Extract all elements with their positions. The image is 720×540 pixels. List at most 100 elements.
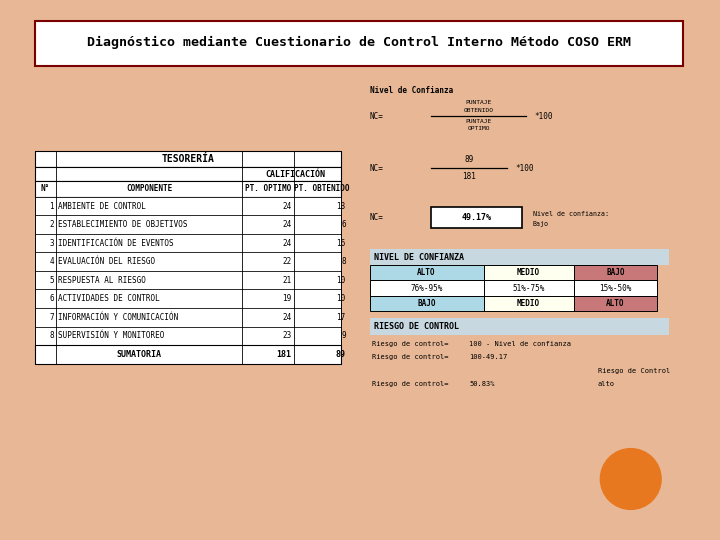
Text: 17: 17 bbox=[336, 313, 346, 322]
Text: PUNTAJE: PUNTAJE bbox=[466, 100, 492, 105]
Bar bbox=[35, 289, 341, 308]
Bar bbox=[35, 234, 341, 252]
Text: PUNTAJE: PUNTAJE bbox=[466, 119, 492, 124]
Text: 10: 10 bbox=[336, 276, 346, 285]
Text: SUMATORIA: SUMATORIA bbox=[116, 350, 161, 359]
Text: BAJO: BAJO bbox=[606, 268, 625, 278]
Text: 50.83%: 50.83% bbox=[469, 381, 495, 387]
Text: MEDIO: MEDIO bbox=[517, 268, 540, 278]
Text: INFORMACIÓN Y COMUNICACIÓN: INFORMACIÓN Y COMUNICACIÓN bbox=[58, 313, 178, 322]
Bar bbox=[35, 327, 341, 345]
Text: Nivel de Confianza: Nivel de Confianza bbox=[369, 86, 453, 94]
Bar bbox=[369, 249, 669, 265]
Text: 10: 10 bbox=[336, 294, 346, 303]
Bar bbox=[35, 197, 341, 215]
Text: 49.17%: 49.17% bbox=[462, 213, 491, 222]
Text: PT. OBTENIDO: PT. OBTENIDO bbox=[294, 184, 349, 193]
Text: CALIFICACIÓN: CALIFICACIÓN bbox=[266, 170, 325, 179]
Text: 24: 24 bbox=[282, 313, 292, 322]
Text: NC=: NC= bbox=[369, 112, 383, 120]
Bar bbox=[35, 215, 341, 234]
Bar bbox=[369, 296, 484, 311]
Text: 4: 4 bbox=[50, 257, 54, 266]
Text: 3: 3 bbox=[50, 239, 54, 248]
Text: Riesgo de Control: Riesgo de Control bbox=[598, 368, 670, 374]
Bar bbox=[431, 207, 521, 228]
Text: 21: 21 bbox=[282, 276, 292, 285]
Text: NC=: NC= bbox=[369, 213, 383, 222]
Text: Nivel de confianza:: Nivel de confianza: bbox=[533, 211, 609, 217]
Text: 51%-75%: 51%-75% bbox=[513, 284, 545, 293]
Bar bbox=[484, 296, 574, 311]
Bar bbox=[35, 252, 341, 271]
Text: NIVEL DE CONFIANZA: NIVEL DE CONFIANZA bbox=[374, 253, 464, 262]
Text: NC=: NC= bbox=[369, 164, 383, 173]
Text: RIESGO DE CONTROL: RIESGO DE CONTROL bbox=[374, 322, 459, 331]
Text: OPTIMO: OPTIMO bbox=[467, 126, 490, 131]
Text: 24: 24 bbox=[282, 201, 292, 211]
Text: 19: 19 bbox=[282, 294, 292, 303]
Text: 1: 1 bbox=[50, 201, 54, 211]
Text: 8: 8 bbox=[50, 331, 54, 340]
Bar bbox=[574, 280, 657, 296]
Text: ESTABLECIMIENTO DE OBJETIVOS: ESTABLECIMIENTO DE OBJETIVOS bbox=[58, 220, 187, 229]
Text: 7: 7 bbox=[50, 313, 54, 322]
Bar bbox=[574, 296, 657, 311]
Bar bbox=[35, 151, 341, 167]
Bar bbox=[574, 265, 657, 280]
Text: TESORERÍA: TESORERÍA bbox=[161, 154, 215, 164]
Text: SUPERVISIÓN Y MONITOREO: SUPERVISIÓN Y MONITOREO bbox=[58, 331, 164, 340]
Text: ALTO: ALTO bbox=[418, 268, 436, 278]
Text: 16: 16 bbox=[336, 239, 346, 248]
Text: IDENTIFICACIÓN DE EVENTOS: IDENTIFICACIÓN DE EVENTOS bbox=[58, 239, 174, 248]
Text: OBTENIDO: OBTENIDO bbox=[464, 108, 494, 113]
Circle shape bbox=[600, 449, 661, 509]
Bar bbox=[35, 21, 683, 66]
Text: 100 - Nivel de confianza: 100 - Nivel de confianza bbox=[469, 341, 571, 347]
Text: 23: 23 bbox=[282, 331, 292, 340]
Bar bbox=[35, 345, 341, 363]
Bar bbox=[35, 167, 341, 181]
Text: 5: 5 bbox=[50, 276, 54, 285]
Text: Riesgo de control=: Riesgo de control= bbox=[372, 354, 449, 360]
Text: EVALUACIÓN DEL RIESGO: EVALUACIÓN DEL RIESGO bbox=[58, 257, 155, 266]
Text: 22: 22 bbox=[282, 257, 292, 266]
Text: N°: N° bbox=[41, 184, 50, 193]
Text: 181: 181 bbox=[462, 172, 476, 181]
Text: 9: 9 bbox=[341, 331, 346, 340]
Bar bbox=[369, 280, 484, 296]
Bar bbox=[369, 265, 484, 280]
Text: 2: 2 bbox=[50, 220, 54, 229]
Text: 100-49.17: 100-49.17 bbox=[469, 354, 508, 360]
Text: *100: *100 bbox=[534, 112, 552, 120]
Text: 76%-95%: 76%-95% bbox=[410, 284, 443, 293]
Text: 8: 8 bbox=[341, 257, 346, 266]
Bar bbox=[35, 271, 341, 289]
Bar bbox=[369, 319, 669, 335]
Text: alto: alto bbox=[598, 381, 614, 387]
Bar bbox=[35, 181, 341, 197]
Text: Diagnóstico mediante Cuestionario de Control Interno Método COSO ERM: Diagnóstico mediante Cuestionario de Con… bbox=[87, 36, 631, 50]
Text: AMBIENTE DE CONTROL: AMBIENTE DE CONTROL bbox=[58, 201, 145, 211]
Text: 6: 6 bbox=[341, 220, 346, 229]
Text: ACTIVIDADES DE CONTROL: ACTIVIDADES DE CONTROL bbox=[58, 294, 160, 303]
Text: MEDIO: MEDIO bbox=[517, 299, 540, 308]
Text: 13: 13 bbox=[336, 201, 346, 211]
Text: 6: 6 bbox=[50, 294, 54, 303]
Text: Riesgo de control=: Riesgo de control= bbox=[372, 341, 449, 347]
Text: ALTO: ALTO bbox=[606, 299, 625, 308]
Bar bbox=[484, 265, 574, 280]
Text: 89: 89 bbox=[336, 350, 346, 359]
Text: 24: 24 bbox=[282, 220, 292, 229]
Bar bbox=[35, 308, 341, 327]
Text: Riesgo de control=: Riesgo de control= bbox=[372, 381, 449, 387]
Text: PT. OPTIMO: PT. OPTIMO bbox=[246, 184, 292, 193]
Text: *100: *100 bbox=[515, 164, 534, 173]
Text: Bajo: Bajo bbox=[533, 221, 549, 227]
Bar bbox=[484, 280, 574, 296]
Text: 181: 181 bbox=[276, 350, 292, 359]
Text: RESPUESTA AL RIESGO: RESPUESTA AL RIESGO bbox=[58, 276, 145, 285]
Text: 89: 89 bbox=[464, 156, 474, 164]
Text: BAJO: BAJO bbox=[418, 299, 436, 308]
Text: 15%-50%: 15%-50% bbox=[599, 284, 631, 293]
